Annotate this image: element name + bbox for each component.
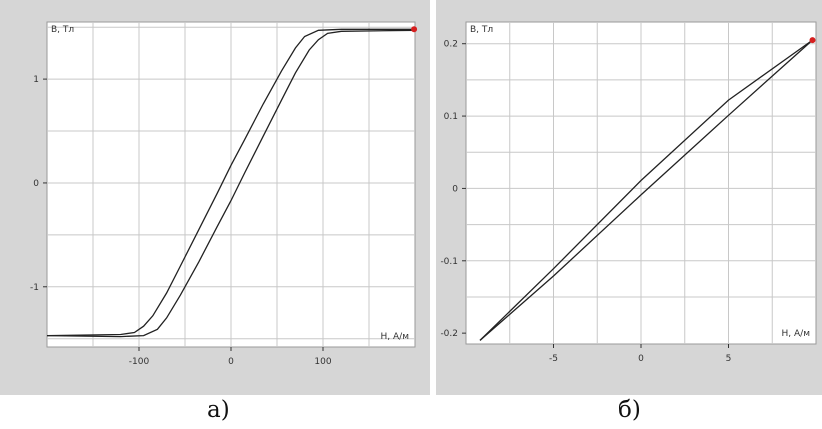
caption-b: б) [618, 397, 641, 423]
chart-b-series-ascending [479, 39, 813, 341]
chart-b-x-tick-label: -5 [549, 354, 558, 364]
chart-a-y-tick-label: 1 [33, 75, 39, 85]
chart-b-x-axis-label: H, А/м [782, 329, 810, 339]
chart-a-series-descending [46, 29, 416, 338]
chart-b-y-tick-label: 0 [452, 184, 458, 194]
chart-b-series-descending [479, 39, 813, 341]
chart-a-x-axis-label: H, А/м [381, 332, 409, 342]
chart-b-y-tick-label: 0.2 [444, 40, 458, 50]
chart-panel-b: -5 0 5 -0.2 -0.1 0 0.1 0.2 В, Тл H, А/м [436, 0, 822, 395]
chart-b-x-tick-label: 5 [726, 354, 732, 364]
chart-b-end-point [809, 37, 816, 44]
chart-b-y-tick-label: -0.1 [440, 257, 458, 267]
caption-a: а) [207, 397, 230, 423]
chart-panel-a: -100 0 100 -1 0 1 В, Тл H, А/м [0, 0, 430, 395]
chart-b-x-tick-label: 0 [638, 354, 644, 364]
chart-a-svg: -100 0 100 -1 0 1 В, Тл H, А/м [30, 21, 418, 367]
chart-a-end-point [411, 26, 418, 33]
chart-a-y-tick-label: -1 [30, 283, 39, 293]
chart-b-y-tick-label: -0.2 [440, 329, 458, 339]
chart-a-x-tick-label: 0 [228, 357, 234, 367]
chart-a-x-tick-label: 100 [314, 357, 331, 367]
chart-a-y-axis-label: В, Тл [51, 25, 74, 35]
chart-b-y-tick-label: 0.1 [444, 112, 458, 122]
chart-a-x-tick-label: -100 [129, 357, 150, 367]
chart-b-svg: -5 0 5 -0.2 -0.1 0 0.1 0.2 В, Тл H, А/м [440, 21, 817, 364]
chart-a-y-tick-label: 0 [33, 179, 39, 189]
chart-b-y-axis-label: В, Тл [470, 25, 493, 35]
chart-a-series-ascending [46, 28, 415, 337]
panel-separator [430, 0, 436, 395]
